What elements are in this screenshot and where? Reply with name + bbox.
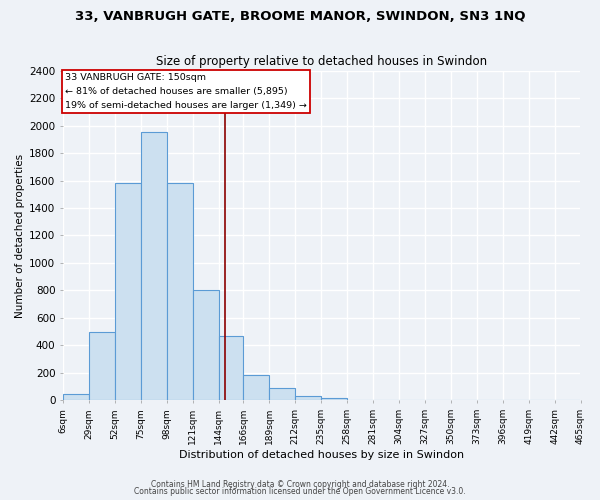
Bar <box>141 132 167 400</box>
X-axis label: Distribution of detached houses by size in Swindon: Distribution of detached houses by size … <box>179 450 464 460</box>
Text: 33, VANBRUGH GATE, BROOME MANOR, SWINDON, SN3 1NQ: 33, VANBRUGH GATE, BROOME MANOR, SWINDON… <box>75 10 525 23</box>
Bar <box>295 396 321 400</box>
Bar <box>269 388 295 400</box>
Y-axis label: Number of detached properties: Number of detached properties <box>15 154 25 318</box>
Bar <box>63 394 89 400</box>
Title: Size of property relative to detached houses in Swindon: Size of property relative to detached ho… <box>156 55 487 68</box>
Bar <box>167 184 193 400</box>
Text: Contains public sector information licensed under the Open Government Licence v3: Contains public sector information licen… <box>134 487 466 496</box>
Bar <box>244 375 269 400</box>
Bar <box>89 332 115 400</box>
Text: Contains HM Land Registry data © Crown copyright and database right 2024.: Contains HM Land Registry data © Crown c… <box>151 480 449 489</box>
Text: 33 VANBRUGH GATE: 150sqm
← 81% of detached houses are smaller (5,895)
19% of sem: 33 VANBRUGH GATE: 150sqm ← 81% of detach… <box>65 74 307 110</box>
Bar <box>321 398 347 400</box>
Bar <box>218 336 244 400</box>
Bar <box>193 290 218 401</box>
Bar <box>115 184 141 400</box>
